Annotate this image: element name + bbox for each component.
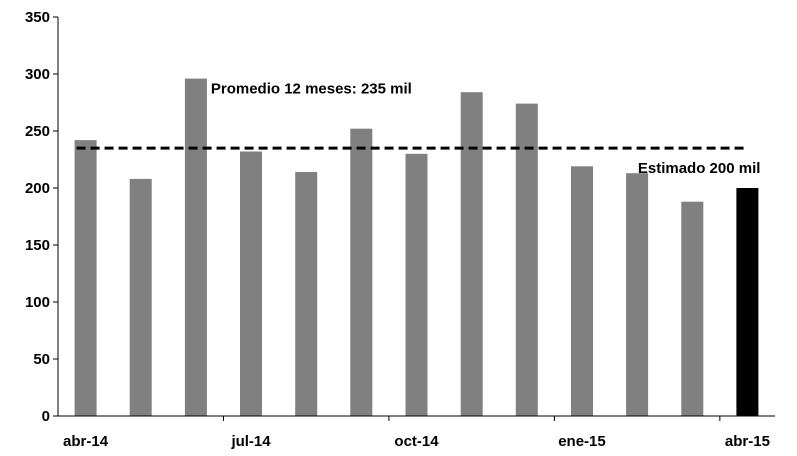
- bar-abr-15: [736, 188, 759, 416]
- bar-dic-14: [515, 103, 538, 416]
- average-annotation: Promedio 12 meses: 235 mil: [211, 80, 412, 97]
- y-tick-label: 300: [25, 66, 50, 83]
- bar-feb-15: [626, 173, 649, 416]
- x-tick-label: jul-14: [230, 433, 271, 450]
- x-axis-ticks: abr-14 jul-14 oct-14 ene-15 abr-15: [63, 416, 770, 450]
- bar-abr-14: [74, 140, 97, 416]
- y-tick-label: 50: [33, 351, 50, 368]
- bar-ene-15: [571, 166, 593, 416]
- x-tick-label: oct-14: [394, 433, 439, 450]
- bar-jun-14: [184, 78, 207, 416]
- bar-nov-14: [460, 92, 483, 416]
- bar-sep-14: [350, 128, 373, 416]
- x-tick-label: abr-15: [725, 433, 770, 450]
- y-tick-label: 150: [25, 237, 50, 254]
- x-tick-label: ene-15: [558, 433, 606, 450]
- y-tick-label: 200: [25, 180, 50, 197]
- y-tick-label: 100: [25, 294, 50, 311]
- y-tick-label: 0: [42, 408, 50, 425]
- x-tick-label: abr-14: [63, 433, 109, 450]
- bar-ago-14: [295, 172, 318, 416]
- bar-jul-14: [240, 151, 262, 416]
- bar-may-14: [129, 178, 152, 416]
- estimate-annotation: Estimado 200 mil: [638, 160, 761, 177]
- y-axis-ticks: 0 50 100 150 200 250 300 350: [25, 9, 58, 425]
- bars-group: [74, 78, 759, 417]
- y-tick-label: 350: [25, 9, 50, 26]
- bar-mar-15: [681, 201, 704, 416]
- bar-oct-14: [405, 153, 428, 417]
- y-tick-label: 250: [25, 123, 50, 140]
